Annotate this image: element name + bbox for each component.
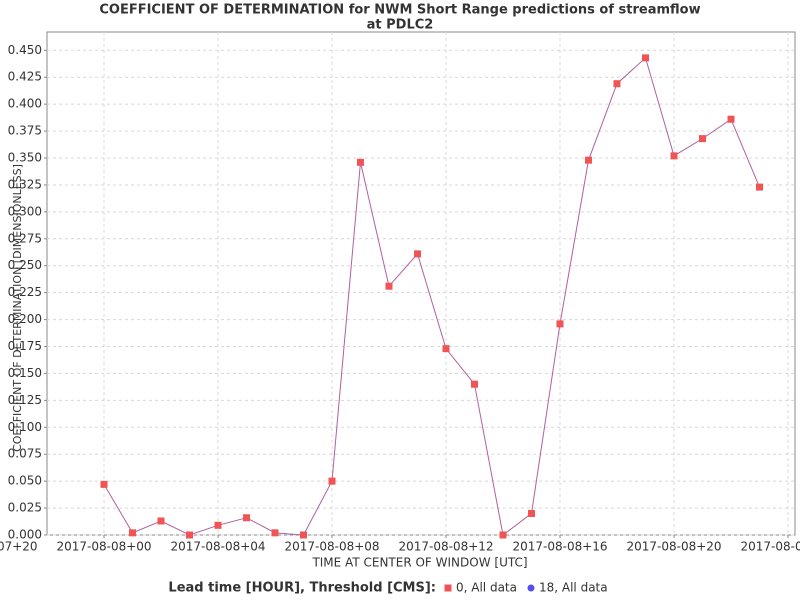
marker (271, 529, 279, 537)
x-tick-label: 2017-08-08+08 (284, 540, 379, 554)
chart-title: COEFFICIENT OF DETERMINATION for NWM Sho… (99, 3, 700, 18)
legend-title: Lead time [HOUR], Threshold [CMS]: (168, 581, 436, 596)
y-tick-label: 0.025 (8, 501, 42, 515)
marker (499, 531, 507, 539)
legend-swatch (444, 584, 452, 592)
x-tick-label: 2017-08-09+00 (740, 540, 800, 554)
y-tick-label: 0.325 (8, 177, 42, 191)
y-axis-label: COEFFICIENT OF DETERMINATION [DIMENSIONL… (11, 164, 24, 452)
marker (300, 531, 307, 539)
marker (214, 521, 222, 529)
x-tick-label: 2017-08-08+20 (626, 540, 721, 554)
y-tick-label: 0.350 (8, 151, 42, 165)
marker (157, 517, 165, 525)
y-tick-label: 0.125 (8, 393, 42, 407)
marker (243, 514, 250, 522)
y-tick-label: 0.200 (8, 312, 42, 326)
marker (385, 282, 393, 290)
x-tick-label: 2017-08-07+20 (0, 540, 38, 554)
y-tick-label: 0.050 (8, 474, 42, 488)
marker (414, 250, 421, 258)
y-tick-label: 0.150 (8, 366, 42, 380)
marker (699, 135, 706, 143)
y-tick-label: 0.275 (8, 231, 42, 245)
legend-label: 0, All data (456, 581, 517, 595)
marker (129, 529, 136, 537)
y-tick-label: 0.175 (8, 339, 42, 353)
x-tick-label: 2017-08-08+04 (170, 540, 265, 554)
marker (556, 320, 564, 328)
y-tick-label: 0.425 (8, 70, 42, 84)
marker (613, 80, 621, 88)
series-line (103, 56, 760, 536)
y-tick-label: 0.300 (8, 204, 42, 218)
x-tick-label: 2017-08-08+00 (56, 540, 151, 554)
marker (357, 158, 364, 166)
y-tick-label: 0.400 (8, 97, 42, 111)
x-axis-label: TIME AT CENTER OF WINDOW [UTC] (311, 556, 527, 570)
y-tick-label: 0.100 (8, 420, 42, 434)
marker (642, 54, 649, 62)
y-tick-label: 0.375 (8, 124, 42, 138)
marker (186, 531, 193, 539)
y-tick-label: 0.225 (8, 285, 42, 299)
marker (756, 183, 763, 191)
y-tick-label: 0.450 (8, 43, 42, 57)
y-tick-label: 0.250 (8, 258, 42, 272)
marker (670, 152, 678, 160)
marker (100, 480, 108, 488)
x-tick-label: 2017-08-08+16 (512, 540, 607, 554)
x-tick-label: 2017-08-08+12 (398, 540, 493, 554)
plot-area (46, 31, 796, 536)
chart-title: at PDLC2 (367, 18, 434, 33)
marker (442, 345, 450, 353)
marker (727, 115, 735, 123)
y-tick-label: 0.075 (8, 447, 42, 461)
marker (585, 156, 592, 164)
legend-label: 18, All data (539, 581, 608, 595)
marker (528, 509, 535, 517)
marker (328, 477, 336, 485)
y-tick-label: 0.000 (8, 528, 42, 542)
legend-swatch (527, 584, 535, 592)
marker (471, 380, 478, 388)
